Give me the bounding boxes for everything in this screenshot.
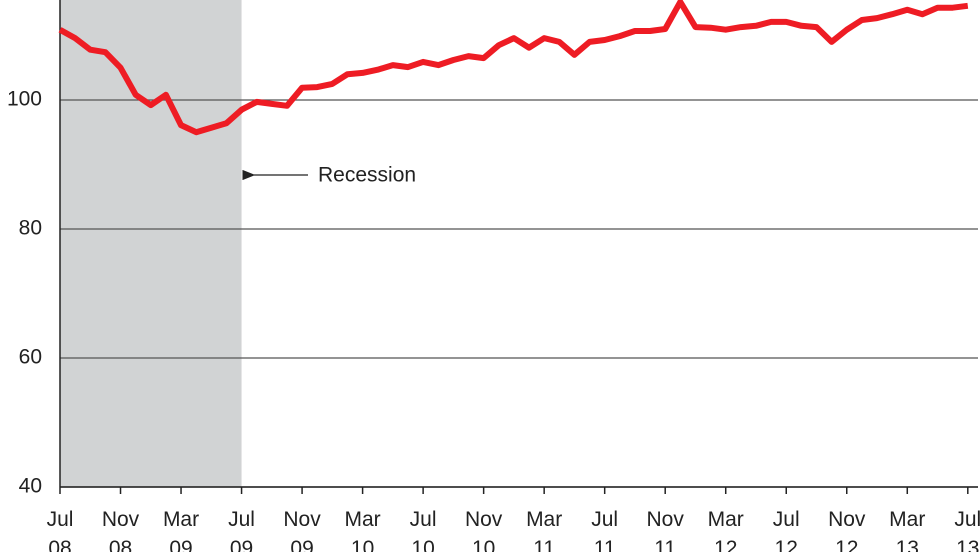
recession-shade: [60, 0, 242, 487]
y-tick-label: 80: [19, 217, 42, 240]
x-tick-label: Nov 08: [101, 508, 140, 552]
x-tick-label: Mar 13: [889, 508, 926, 552]
x-tick-label: Jul 11: [591, 508, 619, 552]
data-line: [58, 0, 969, 136]
x-tick-label: Mar 09: [162, 508, 200, 552]
x-tick-label: Jul 13: [954, 508, 980, 552]
x-tick-label: Nov 09: [283, 508, 321, 552]
x-tick-label: Mar 10: [344, 508, 381, 552]
x-tick-label: Jul 09: [228, 508, 255, 552]
x-tick-label: Jul 08: [46, 508, 74, 552]
y-tick-label: 40: [19, 475, 42, 498]
x-tick-label: Nov 10: [464, 508, 503, 552]
y-tick-label: 60: [19, 346, 42, 369]
x-tick-label: Jul 12: [772, 508, 800, 552]
x-tick-label: Nov 11: [646, 508, 684, 552]
x-tick-label: Mar 11: [526, 508, 563, 552]
x-tick-label: Nov 12: [828, 508, 866, 552]
y-tick-label: 100: [7, 88, 42, 111]
x-tick-label: Jul 10: [409, 508, 437, 552]
x-tick-label: Mar 12: [707, 508, 744, 552]
annotation: Recession: [318, 164, 416, 187]
